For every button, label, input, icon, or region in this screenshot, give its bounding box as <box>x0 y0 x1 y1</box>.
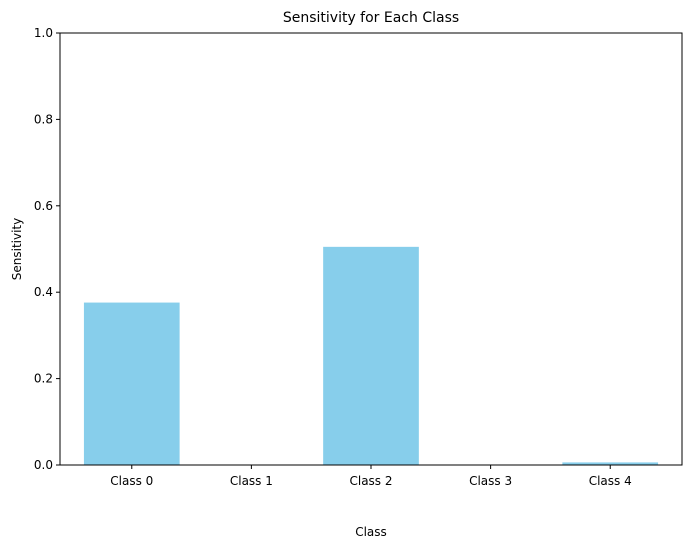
chart-title: Sensitivity for Each Class <box>283 10 459 26</box>
x-axis-label: Class <box>355 525 387 539</box>
bar-class-2 <box>323 246 419 465</box>
x-tick-label: Class 2 <box>349 474 392 488</box>
bar-class-4 <box>562 462 659 465</box>
y-tick-label: 0.2 <box>34 372 53 386</box>
x-tick-label: Class 1 <box>230 474 273 488</box>
bar-class-0 <box>83 302 180 465</box>
y-tick-label: 0.6 <box>34 199 53 213</box>
x-axis-ticks: Class 0 Class 1 Class 2 Class 3 Class 4 <box>110 465 632 488</box>
y-tick-label: 0.0 <box>34 458 53 472</box>
x-tick-label: Class 0 <box>110 474 153 488</box>
y-tick-label: 0.8 <box>34 112 53 126</box>
y-axis-label: Sensitivity <box>10 218 24 280</box>
y-tick-label: 1.0 <box>34 26 53 40</box>
y-axis-ticks: 0.0 0.2 0.4 0.6 0.8 1.0 <box>34 26 60 472</box>
y-tick-label: 0.4 <box>34 285 53 299</box>
plot-frame <box>59 32 683 466</box>
x-tick-label: Class 4 <box>589 474 632 488</box>
bars-group <box>83 246 659 465</box>
x-tick-label: Class 3 <box>469 474 512 488</box>
